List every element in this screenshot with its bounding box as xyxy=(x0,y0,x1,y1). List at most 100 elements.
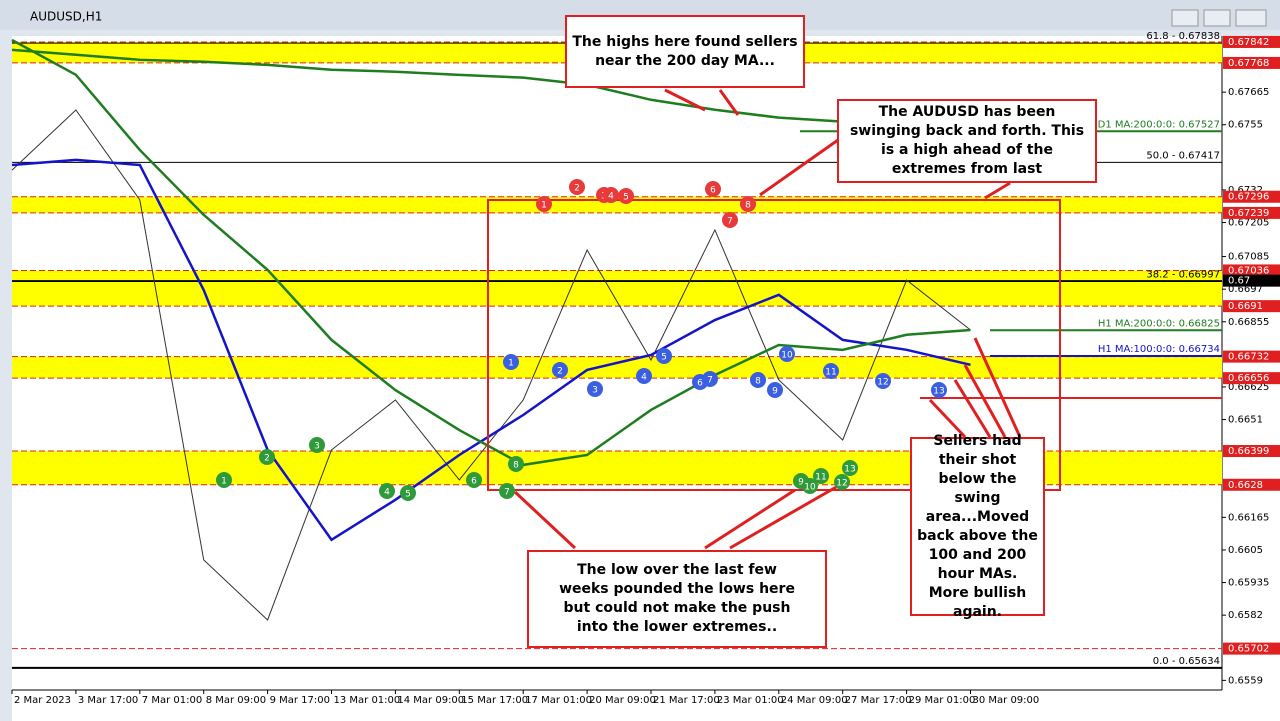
swing-marker xyxy=(750,372,766,388)
support-zone xyxy=(12,270,1222,307)
swing-marker xyxy=(618,188,634,204)
swing-marker xyxy=(767,382,783,398)
swing-marker xyxy=(823,363,839,379)
indicator-label: H1 MA:200:0:0: 0.66825 xyxy=(1098,318,1220,329)
x-tick-label: 15 Mar 17:00 xyxy=(461,695,528,706)
series-line xyxy=(11,48,971,128)
level-tag xyxy=(1223,264,1280,277)
price-axis xyxy=(1222,36,1280,690)
y-tick-label: 0.6697 xyxy=(1228,284,1263,295)
x-tick-label: 14 Mar 09:00 xyxy=(397,695,464,706)
level-tag xyxy=(1223,190,1280,203)
x-tick-label: 29 Mar 01:00 xyxy=(909,695,976,706)
swing-marker xyxy=(636,368,652,384)
swing-marker xyxy=(705,181,721,197)
marker-label: 8 xyxy=(513,461,519,471)
swing-marker xyxy=(309,437,325,453)
marker-label: 2 xyxy=(264,454,270,464)
marker-label: 7 xyxy=(504,488,510,498)
annotation: Sellers had their shot below the swing a… xyxy=(910,433,1045,620)
y-tick-label: 0.66165 xyxy=(1228,512,1269,523)
level-label: 0.66732 xyxy=(1228,352,1269,363)
x-tick-label: 13 Mar 01:00 xyxy=(334,695,401,706)
y-tick-label: 0.67205 xyxy=(1228,218,1269,229)
marker-label: 6 xyxy=(710,186,716,196)
marker-label: 8 xyxy=(755,377,761,387)
level-label: 0.6691 xyxy=(1228,301,1263,312)
maximize-button[interactable] xyxy=(1203,9,1231,27)
indicator-label: D1 MA:200:0:0: 0.67527 xyxy=(1098,119,1220,130)
minimize-button[interactable] xyxy=(1171,9,1199,27)
swing-marker xyxy=(802,478,818,494)
swing-marker xyxy=(466,472,482,488)
swing-marker xyxy=(216,472,232,488)
marker-label: 4 xyxy=(641,373,647,383)
level-label: 0.67239 xyxy=(1228,208,1269,219)
x-tick-label: 24 Mar 09:00 xyxy=(781,695,848,706)
annotation: The low over the last few weeks pounded … xyxy=(527,550,827,648)
window-title: AUDUSD,H1 xyxy=(30,10,102,24)
x-tick-label: 21 Mar 17:00 xyxy=(653,695,720,706)
swing-marker xyxy=(508,456,524,472)
x-tick-label: 9 Mar 17:00 xyxy=(270,695,330,706)
marker-label: 2 xyxy=(574,184,580,194)
swing-marker xyxy=(656,348,672,364)
marker-label: 5 xyxy=(661,353,667,363)
indicator-label: H1 MA:100:0:0: 0.66734 xyxy=(1098,344,1220,355)
level-label: 0.66656 xyxy=(1228,373,1269,384)
marker-label: 1 xyxy=(221,477,227,487)
x-tick-label: 3 Mar 17:00 xyxy=(78,695,138,706)
marker-label: 12 xyxy=(877,378,888,388)
marker-label: 7 xyxy=(727,217,733,227)
x-tick-label: 20 Mar 09:00 xyxy=(589,695,656,706)
swing-marker xyxy=(813,468,829,484)
level-label: 0.67 xyxy=(1228,276,1250,287)
x-tick-label: 8 Mar 09:00 xyxy=(206,695,266,706)
y-tick-label: 0.66625 xyxy=(1228,382,1269,393)
arrows xyxy=(513,88,1022,550)
time-axis xyxy=(12,690,1280,721)
level-tag xyxy=(1223,445,1280,458)
level-label: 0.67842 xyxy=(1228,37,1269,48)
swing-marker xyxy=(875,373,891,389)
swing-marker xyxy=(503,354,519,370)
level-tag xyxy=(1223,350,1280,363)
annotation: The AUDUSD has been swinging back and fo… xyxy=(837,99,1097,183)
swing-marker xyxy=(603,187,619,203)
swing-marker xyxy=(400,485,416,501)
marker-label: 8 xyxy=(745,201,751,211)
x-tick-label: 27 Mar 17:00 xyxy=(845,695,912,706)
annotation: The highs here found sellers near the 20… xyxy=(565,15,805,88)
y-tick-label: 0.6605 xyxy=(1228,545,1263,556)
y-tick-label: 0.67665 xyxy=(1228,87,1269,98)
level-label: 0.67768 xyxy=(1228,58,1269,69)
level-label: 0.67296 xyxy=(1228,192,1269,203)
marker-label: 4 xyxy=(608,192,614,202)
marker-label: 10 xyxy=(781,351,793,361)
level-tag xyxy=(1223,300,1280,313)
level-label: 0.6628 xyxy=(1228,480,1263,491)
x-tick-label: 17 Mar 01:00 xyxy=(525,695,592,706)
marker-label: 9 xyxy=(798,478,804,488)
level-tag xyxy=(1223,372,1280,385)
close-button[interactable] xyxy=(1235,9,1267,27)
marker-label: 7 xyxy=(707,376,713,386)
level-tag xyxy=(1223,274,1280,287)
level-tag xyxy=(1223,35,1280,48)
marker-label: 3 xyxy=(592,386,598,396)
support-zone xyxy=(12,356,1222,379)
series-line xyxy=(11,38,971,467)
swing-marker xyxy=(569,179,585,195)
y-tick-label: 0.6582 xyxy=(1228,610,1263,621)
level-tag xyxy=(1223,478,1280,491)
level-tag xyxy=(1223,206,1280,219)
swing-marker xyxy=(931,382,947,398)
level-tag xyxy=(1223,56,1280,69)
swing-marker xyxy=(259,449,275,465)
y-tick-label: 0.6732 xyxy=(1228,185,1263,196)
swing-marker xyxy=(379,483,395,499)
indicator-label: 0.0 - 0.65634 xyxy=(1153,656,1220,667)
y-tick-label: 0.65935 xyxy=(1228,578,1269,589)
marker-label: 9 xyxy=(772,387,778,397)
marker-label: 2 xyxy=(557,367,563,377)
